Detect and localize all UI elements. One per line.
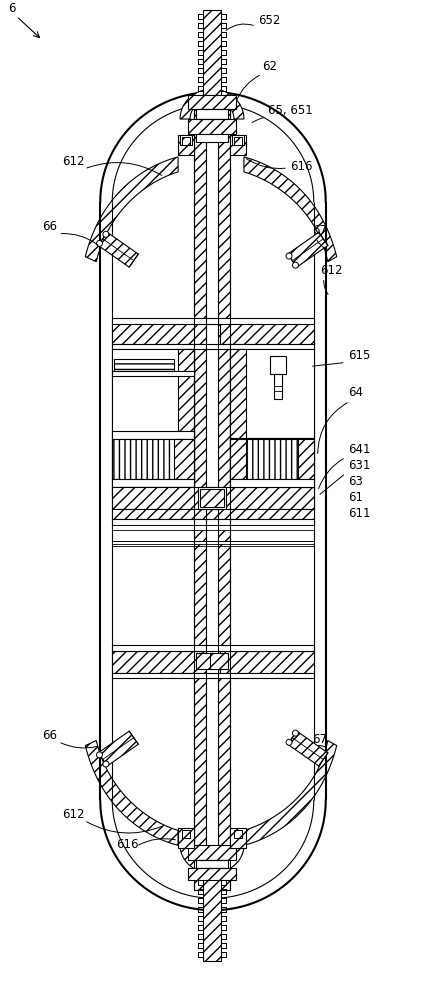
Text: 612: 612 [62, 808, 85, 821]
Bar [112, 673, 314, 678]
Bar [188, 119, 236, 134]
Polygon shape [98, 232, 138, 267]
Text: 641: 641 [348, 443, 370, 456]
Bar [112, 519, 314, 525]
Bar [112, 349, 194, 493]
Text: 612: 612 [320, 264, 342, 277]
Bar [196, 653, 214, 669]
Circle shape [97, 752, 103, 758]
Text: 61: 61 [348, 491, 363, 504]
Text: 611: 611 [348, 507, 370, 520]
Bar [298, 439, 314, 479]
Bar [198, 487, 226, 509]
Polygon shape [287, 731, 328, 766]
Bar [112, 487, 314, 509]
Bar [203, 10, 221, 95]
Circle shape [293, 730, 298, 736]
Polygon shape [85, 741, 178, 845]
Bar [112, 322, 206, 344]
Bar [234, 137, 242, 145]
Text: 64: 64 [348, 386, 363, 399]
Bar [112, 645, 314, 651]
Bar [112, 318, 314, 324]
Circle shape [286, 253, 292, 259]
Circle shape [293, 262, 298, 268]
Bar [220, 651, 314, 673]
Bar [230, 349, 314, 438]
Bar [188, 95, 236, 109]
Bar [188, 845, 236, 860]
Text: 631: 631 [348, 459, 370, 472]
Text: 65, 651: 65, 651 [268, 104, 312, 117]
Text: 652: 652 [258, 14, 280, 27]
Bar [218, 110, 230, 890]
Polygon shape [180, 89, 244, 119]
Bar [230, 438, 314, 488]
Bar [178, 349, 194, 493]
Bar [112, 371, 194, 376]
Bar [114, 359, 174, 371]
Polygon shape [85, 157, 178, 262]
Circle shape [97, 240, 103, 246]
Circle shape [286, 739, 292, 745]
Bar [112, 509, 314, 519]
Bar [182, 137, 190, 145]
Bar [182, 830, 190, 838]
Text: 63: 63 [348, 475, 363, 488]
Bar [180, 135, 192, 145]
Text: 616: 616 [290, 160, 312, 173]
Bar [112, 541, 314, 544]
Bar [178, 135, 194, 155]
Bar [200, 489, 224, 507]
Text: 615: 615 [348, 349, 370, 362]
Bar [230, 439, 246, 479]
Bar [112, 479, 194, 487]
Bar [178, 828, 194, 848]
Circle shape [103, 231, 109, 237]
Bar [230, 135, 246, 155]
Bar [230, 439, 309, 479]
Text: 66: 66 [42, 220, 57, 233]
Bar [112, 525, 314, 530]
Bar [188, 868, 236, 880]
Bar [232, 135, 244, 145]
Bar [196, 109, 228, 119]
Text: 62: 62 [262, 60, 277, 73]
Bar [234, 830, 242, 838]
Bar [112, 439, 189, 479]
Bar [230, 349, 246, 438]
Text: 67: 67 [312, 224, 327, 237]
Bar [194, 110, 206, 890]
Bar [196, 134, 228, 142]
Bar [112, 651, 206, 673]
Circle shape [103, 761, 109, 767]
Bar [270, 356, 286, 374]
Bar [203, 876, 221, 961]
Bar [112, 344, 314, 349]
Bar [210, 653, 228, 669]
Bar [230, 479, 314, 487]
Bar [112, 431, 194, 439]
Bar [206, 110, 218, 890]
Text: 6: 6 [8, 2, 16, 15]
Bar [174, 439, 194, 479]
Polygon shape [180, 845, 244, 873]
Bar [220, 322, 314, 344]
Polygon shape [244, 741, 337, 845]
Polygon shape [287, 232, 328, 267]
Text: 616: 616 [116, 838, 139, 851]
Polygon shape [98, 731, 138, 766]
Text: 66: 66 [42, 729, 57, 742]
Bar [112, 487, 194, 497]
Text: 612: 612 [62, 155, 85, 168]
Polygon shape [244, 157, 337, 262]
Text: 67: 67 [312, 733, 327, 746]
Bar [274, 374, 282, 399]
Bar [230, 828, 246, 848]
Bar [196, 860, 228, 868]
